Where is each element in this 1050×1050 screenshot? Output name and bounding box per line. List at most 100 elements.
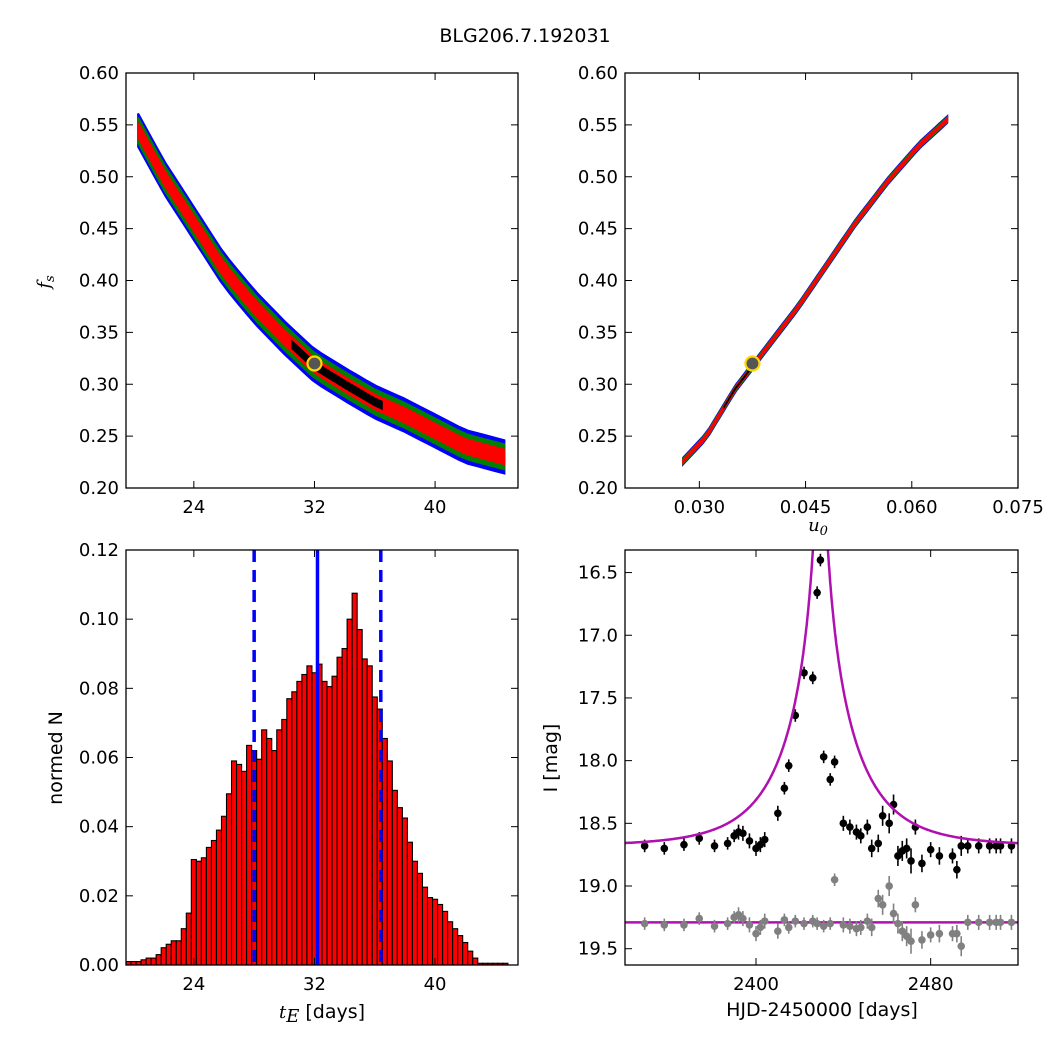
fs-vs-te-plot-area: 24 32 40 0.20 0.25 0.30 0.35 0.40 0.45 0.50 0.55 0.… bbox=[79, 63, 519, 518]
data-point bbox=[963, 918, 972, 927]
data-point bbox=[813, 919, 821, 928]
data-point bbox=[918, 936, 926, 944]
histogram-y-tick-label: 0.10 bbox=[79, 609, 119, 630]
data-point bbox=[780, 784, 789, 793]
data-point bbox=[863, 823, 872, 831]
data-point bbox=[867, 844, 876, 853]
histogram-bar bbox=[256, 758, 263, 965]
data-point bbox=[878, 901, 887, 909]
histogram-bar bbox=[361, 658, 368, 965]
histogram-y-tick-label: 0.06 bbox=[79, 748, 119, 769]
data-point bbox=[660, 921, 669, 929]
data-point bbox=[935, 929, 944, 938]
model-curve bbox=[625, 550, 1018, 845]
histogram-bar bbox=[150, 957, 157, 965]
fs-te-y-tick-label: 0.25 bbox=[79, 426, 119, 447]
te-histogram-plot-area: 24 32 40 0.00 0.02 0.04 0.06 0.08 0.10 0.12 bbox=[79, 540, 519, 995]
histogram-bar bbox=[241, 770, 248, 965]
histogram-bar bbox=[472, 957, 479, 965]
histogram-bar bbox=[467, 950, 474, 965]
fs-u0-y-tick-label: 0.30 bbox=[578, 374, 618, 395]
figure-title: BLG206.7.192031 bbox=[439, 25, 610, 47]
histogram-bar bbox=[396, 807, 403, 965]
fs-u0-y-tick-label: 0.45 bbox=[578, 219, 618, 240]
data-point bbox=[996, 918, 1005, 927]
histogram-bar bbox=[145, 957, 152, 965]
data-point bbox=[739, 829, 747, 838]
data-point bbox=[760, 917, 769, 925]
histogram-y-axis-title: normed N bbox=[45, 711, 67, 805]
fs-u0-x-tick-label: 0.030 bbox=[674, 497, 726, 518]
histogram-bar bbox=[236, 763, 243, 965]
histogram-bar bbox=[215, 829, 223, 965]
fs-u0-y-tick-label: 0.60 bbox=[578, 63, 618, 84]
histogram-bar bbox=[210, 839, 218, 965]
fs-u0-y-tick-label: 0.55 bbox=[578, 115, 618, 136]
data-point bbox=[839, 819, 848, 828]
panel-te-histogram: 24 32 40 0.00 0.02 0.04 0.06 0.08 0.10 0.12 norme… bbox=[45, 540, 519, 1027]
data-point bbox=[839, 921, 848, 929]
histogram-bar bbox=[190, 858, 197, 965]
light-curve-y-axis-title: I [mag] bbox=[540, 724, 562, 793]
light-curve-y-tick-label: 17.0 bbox=[578, 625, 618, 646]
fs-te-y-tick-label: 0.45 bbox=[79, 219, 119, 240]
light-curve-y-tick-label: 17.5 bbox=[578, 688, 618, 709]
data-point bbox=[1007, 918, 1016, 927]
fs-te-y-tick-label: 0.60 bbox=[79, 63, 119, 84]
histogram-bar bbox=[366, 665, 373, 965]
histogram-bar bbox=[406, 841, 413, 965]
panel-fs-vs-te: 24 32 40 0.20 0.25 0.30 0.35 0.40 0.45 0.50 0.55 0.… bbox=[34, 63, 519, 518]
light-curve-x-tick-label: 2480 bbox=[908, 974, 954, 995]
te-axis-title-sub: E bbox=[285, 1006, 299, 1027]
histogram-bar bbox=[271, 750, 278, 965]
fs-u0-best-fit-marker bbox=[744, 355, 761, 372]
data-point bbox=[739, 914, 747, 923]
data-point bbox=[774, 809, 782, 818]
light-curve-data-group bbox=[625, 550, 1018, 957]
data-series-1 bbox=[640, 553, 1016, 879]
panel-fs-vs-u0: 0.030 0.045 0.060 0.075 0.20 0.25 0.30 0.35 0.40… bbox=[578, 63, 1044, 539]
data-point bbox=[695, 914, 704, 923]
histogram-bar bbox=[421, 886, 429, 965]
histogram-x-tick-label: 24 bbox=[182, 974, 205, 995]
data-point bbox=[826, 775, 835, 784]
data-point bbox=[710, 922, 719, 930]
data-point bbox=[791, 917, 800, 925]
histogram-bar bbox=[165, 943, 172, 965]
fs-te-region-group bbox=[137, 113, 506, 475]
histogram-bar bbox=[321, 680, 328, 965]
data-point bbox=[926, 845, 935, 854]
data-point bbox=[710, 842, 719, 850]
histogram-bar bbox=[356, 628, 363, 965]
histogram-bar bbox=[185, 912, 192, 965]
fs-te-y-tick-label: 0.20 bbox=[79, 478, 119, 499]
histogram-bar bbox=[416, 872, 424, 965]
svg-text:tE[days]: tE [days] bbox=[279, 1001, 365, 1027]
light-curve-plot-area: 2400 2480 16.5 17.0 17.5 18.0 18.5 19.0 19.5 bbox=[578, 549, 1019, 995]
light-curve-y-tick-label: 18.0 bbox=[578, 751, 618, 772]
data-point bbox=[874, 839, 883, 848]
histogram-bar bbox=[442, 910, 449, 965]
data-point bbox=[907, 857, 915, 865]
histogram-bar bbox=[301, 673, 308, 965]
histogram-bar bbox=[160, 947, 167, 965]
histogram-bar bbox=[336, 656, 343, 965]
fs-te-x-tick-label: 24 bbox=[182, 497, 205, 518]
data-point bbox=[963, 842, 972, 850]
histogram-y-tick-label: 0.08 bbox=[79, 678, 119, 699]
histogram-bar bbox=[276, 729, 283, 965]
fs-u0-y-tick-label: 0.50 bbox=[578, 167, 618, 188]
histogram-bar bbox=[411, 860, 419, 965]
histogram-bar bbox=[180, 928, 187, 965]
data-point bbox=[953, 929, 961, 938]
fs-u0-y-tick-label: 0.20 bbox=[578, 478, 618, 499]
histogram-bars-group bbox=[126, 550, 509, 965]
fs-u0-x-tick-label: 0.045 bbox=[780, 497, 832, 518]
histogram-y-tick-label: 0.04 bbox=[79, 817, 119, 838]
data-point bbox=[756, 923, 765, 932]
u0-axis-title-sub: 0 bbox=[820, 524, 828, 539]
light-curve-y-tick-label: 19.5 bbox=[578, 939, 618, 960]
u0-axis-title-main: u bbox=[808, 515, 820, 536]
te-axis-title-unit: [days] bbox=[305, 1001, 365, 1023]
